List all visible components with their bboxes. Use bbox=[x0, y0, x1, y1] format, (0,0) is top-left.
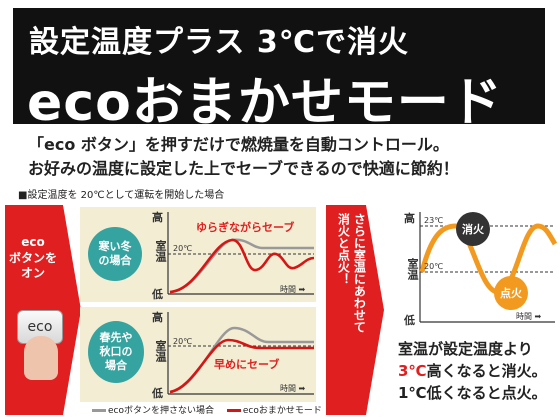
description-line-2: お好みの温度に設定した上でセーブできるので快適に節約！ bbox=[28, 159, 459, 178]
right-tick-lower: 20℃ bbox=[424, 262, 444, 271]
panel1-axis-high: 高 bbox=[152, 211, 163, 224]
panel1-axis-low: 低 bbox=[152, 288, 163, 301]
header-subtitle: 設定温度プラス 3℃で消火 bbox=[29, 25, 410, 60]
panel1-red-curve bbox=[169, 238, 315, 294]
legend-gray-label: ecoボタンを押さない場合 bbox=[108, 406, 214, 416]
panel1-chart bbox=[167, 212, 315, 297]
right-time-label: 時間 ➡ bbox=[516, 312, 542, 321]
legend-red-swatch bbox=[226, 409, 241, 412]
panel2-annotation: 早めにセーブ bbox=[214, 358, 280, 371]
middle-arrow bbox=[326, 205, 386, 415]
season-line-3: 場合 bbox=[105, 358, 127, 372]
panel2-chart bbox=[167, 312, 314, 397]
season-badge-spring-autumn: 春先や 秋口の 場合 bbox=[88, 321, 144, 383]
right-text-line-1: 室温が設定温度より bbox=[398, 340, 533, 358]
panel1-annotation: ゆらぎながらセーブ bbox=[196, 221, 295, 234]
panel2-setpoint-label: 20℃ bbox=[173, 337, 193, 346]
eco-label-line-1: eco bbox=[21, 235, 45, 249]
right-tick-upper: 23℃ bbox=[424, 216, 444, 225]
header-title: ecoおまかせモード bbox=[27, 73, 503, 133]
finger-icon bbox=[24, 336, 58, 380]
right-text-line-2: 3℃高くなると消火。 bbox=[398, 360, 547, 381]
description-line-1: 「eco ボタン」を押すだけで燃焼量を自動コントロール。 bbox=[28, 135, 449, 154]
panel2-time-label: 時間 ➡ bbox=[280, 384, 306, 393]
right-text-line-3: 1℃低くなると点火。 bbox=[398, 384, 547, 402]
ignite-bubble: 点火 bbox=[494, 276, 528, 310]
panel2-red-curve bbox=[169, 338, 314, 394]
season-line-1: 寒い冬 bbox=[98, 240, 132, 254]
right-text-highlight: 3℃ bbox=[398, 362, 427, 380]
legend-red-label: ecoおまかせモード bbox=[242, 406, 322, 416]
season-line-2: 秋口の bbox=[99, 345, 133, 359]
panel2-axis-low: 低 bbox=[152, 387, 163, 400]
right-text-line-2-rest: 高くなると消火。 bbox=[426, 362, 547, 380]
eco-label-line-2: ボタンを bbox=[8, 250, 57, 265]
panel2-axis-high: 高 bbox=[152, 311, 163, 324]
spring-autumn-panel: 春先や 秋口の 場合 bbox=[80, 307, 316, 402]
condition-note: ■設定温度を 20℃として運転を開始した場合 bbox=[18, 190, 225, 201]
season-badge-winter: 寒い冬 の場合 bbox=[88, 227, 142, 281]
panel1-time-label: 時間 ➡ bbox=[280, 285, 306, 294]
panel1-axis-room: 室温 bbox=[154, 240, 167, 262]
right-axis-room: 室温 bbox=[406, 258, 419, 280]
eco-label-line-3: オン bbox=[20, 266, 45, 281]
legend: ecoボタンを押さない場合 ecoおまかせモード bbox=[92, 403, 322, 416]
extinguish-bubble: 消火 bbox=[456, 212, 490, 246]
legend-gray-swatch bbox=[92, 409, 106, 412]
right-axis-high: 高 bbox=[404, 212, 415, 225]
header-banner: 設定温度プラス 3℃で消火 ecoおまかせモード bbox=[13, 8, 545, 133]
season-line-1: 春先や bbox=[99, 331, 133, 345]
panel1-setpoint-label: 20℃ bbox=[173, 244, 193, 253]
panel2-axis-room: 室温 bbox=[154, 340, 167, 362]
right-axis-low: 低 bbox=[404, 314, 415, 327]
season-line-2: の場合 bbox=[98, 254, 132, 267]
middle-arrow-text-2: 消火と点火！ bbox=[336, 213, 351, 285]
middle-arrow-text-1: さらに室温にあわせて bbox=[352, 213, 367, 333]
eco-arrow-label: eco ボタンを オン bbox=[8, 235, 58, 282]
